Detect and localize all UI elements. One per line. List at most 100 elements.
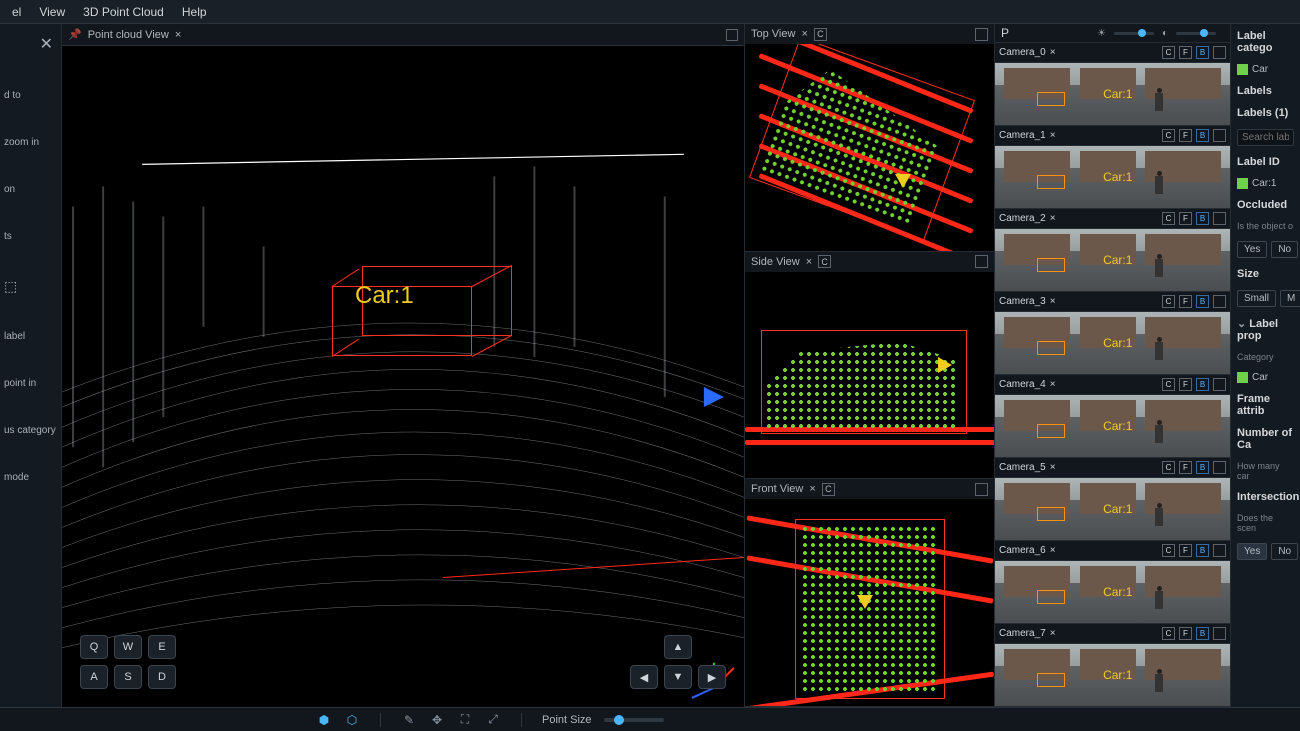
c-button[interactable]: C: [1162, 544, 1175, 557]
cube-outline-icon[interactable]: ⬡: [344, 712, 360, 728]
b-button[interactable]: B: [1196, 378, 1209, 391]
window-icon[interactable]: [1213, 544, 1226, 557]
window-icon[interactable]: [975, 483, 988, 496]
tab-close-icon[interactable]: ×: [801, 28, 807, 40]
tab-close-icon[interactable]: ×: [1050, 462, 1056, 473]
side-view-canvas[interactable]: [745, 272, 994, 479]
move-icon[interactable]: ✥: [429, 712, 445, 728]
b-button[interactable]: B: [1196, 295, 1209, 308]
top-view-canvas[interactable]: [745, 44, 994, 251]
sidebar-item[interactable]: label: [4, 331, 57, 342]
c-button[interactable]: C: [1162, 46, 1175, 59]
camera-image[interactable]: Car:1: [995, 146, 1230, 208]
tab-close-icon[interactable]: ×: [1050, 628, 1056, 639]
arrow-left[interactable]: ◀: [630, 665, 658, 689]
sidebar-item[interactable]: ts: [4, 231, 57, 242]
b-button[interactable]: B: [1196, 627, 1209, 640]
menu-item[interactable]: View: [39, 5, 65, 19]
sidebar-item[interactable]: on: [4, 184, 57, 195]
c-button[interactable]: C: [1162, 627, 1175, 640]
f-button[interactable]: F: [1179, 212, 1192, 225]
window-icon[interactable]: [1213, 46, 1226, 59]
c-button[interactable]: C: [818, 255, 831, 268]
sidebar-item[interactable]: zoom in: [4, 137, 57, 148]
key-a[interactable]: A: [80, 665, 108, 689]
tab-close-icon[interactable]: ×: [809, 483, 815, 495]
f-button[interactable]: F: [1179, 544, 1192, 557]
f-button[interactable]: F: [1179, 461, 1192, 474]
pin-icon[interactable]: 📌: [68, 28, 82, 41]
p-button[interactable]: P: [1001, 26, 1009, 40]
pointcloud-viewport[interactable]: Car:1 Q W E A S D ▲ ◀ ▼ ▶: [62, 46, 744, 707]
c-button[interactable]: C: [1162, 378, 1175, 391]
b-button[interactable]: B: [1196, 461, 1209, 474]
f-button[interactable]: F: [1179, 378, 1192, 391]
bbox-front[interactable]: [795, 519, 945, 699]
arrow-up[interactable]: ▲: [664, 635, 692, 659]
bounding-box-3d[interactable]: [332, 266, 512, 356]
camera-image[interactable]: Car:1: [995, 644, 1230, 706]
c-button[interactable]: C: [1162, 129, 1175, 142]
point-size-slider[interactable]: [604, 718, 664, 722]
crop-icon[interactable]: ⛶: [457, 712, 473, 728]
camera-image[interactable]: Car:1: [995, 478, 1230, 540]
b-button[interactable]: B: [1196, 46, 1209, 59]
f-button[interactable]: F: [1179, 46, 1192, 59]
tab-close-icon[interactable]: ×: [1050, 545, 1056, 556]
window-icon[interactable]: [726, 29, 738, 41]
menu-item[interactable]: Help: [182, 5, 207, 19]
window-icon[interactable]: [1213, 378, 1226, 391]
c-button[interactable]: C: [1162, 212, 1175, 225]
b-button[interactable]: B: [1196, 544, 1209, 557]
tab-pointcloud[interactable]: Point cloud View: [88, 29, 169, 41]
key-q[interactable]: Q: [80, 635, 108, 659]
intersection-no[interactable]: No: [1271, 543, 1298, 560]
window-icon[interactable]: [1213, 212, 1226, 225]
tab-close-icon[interactable]: ×: [1050, 47, 1056, 58]
tab-close-icon[interactable]: ×: [175, 29, 181, 41]
c-button[interactable]: C: [814, 28, 827, 41]
search-labels-input[interactable]: [1237, 129, 1294, 146]
sidebar-item[interactable]: point in: [4, 378, 57, 389]
b-button[interactable]: B: [1196, 129, 1209, 142]
window-icon[interactable]: [1213, 461, 1226, 474]
c-button[interactable]: C: [1162, 461, 1175, 474]
arrow-right[interactable]: ▶: [698, 665, 726, 689]
camera-image[interactable]: Car:1: [995, 561, 1230, 623]
edit-icon[interactable]: ✎: [401, 712, 417, 728]
tab-close-icon[interactable]: ×: [1050, 379, 1056, 390]
c-button[interactable]: C: [822, 483, 835, 496]
f-button[interactable]: F: [1179, 129, 1192, 142]
front-view-canvas[interactable]: [745, 499, 994, 706]
c-button[interactable]: C: [1162, 295, 1175, 308]
label-car1[interactable]: Car:1: [1252, 178, 1276, 189]
key-d[interactable]: D: [148, 665, 176, 689]
sidebar-item[interactable]: d to: [4, 90, 57, 101]
window-icon[interactable]: [975, 28, 988, 41]
tab-close-icon[interactable]: ×: [806, 256, 812, 268]
occluded-yes[interactable]: Yes: [1237, 241, 1267, 258]
camera-image[interactable]: Car:1: [995, 229, 1230, 291]
window-icon[interactable]: [1213, 295, 1226, 308]
window-icon[interactable]: [1213, 627, 1226, 640]
b-button[interactable]: B: [1196, 212, 1209, 225]
window-icon[interactable]: [975, 255, 988, 268]
camera-image[interactable]: Car:1: [995, 395, 1230, 457]
size-med[interactable]: M: [1280, 290, 1300, 307]
camera-image[interactable]: Car:1: [995, 63, 1230, 125]
sidebar-item[interactable]: mode: [4, 472, 57, 483]
tab-close-icon[interactable]: ×: [1050, 130, 1056, 141]
sidebar-item[interactable]: us category: [4, 425, 57, 436]
key-s[interactable]: S: [114, 665, 142, 689]
size-small[interactable]: Small: [1237, 290, 1276, 307]
occluded-no[interactable]: No: [1271, 241, 1298, 258]
tab-close-icon[interactable]: ×: [1050, 296, 1056, 307]
arrow-down[interactable]: ▼: [664, 665, 692, 689]
bbox-top[interactable]: [749, 44, 975, 241]
cube-fill-icon[interactable]: ⬢: [316, 712, 332, 728]
bbox-side[interactable]: [761, 330, 967, 434]
contrast-slider[interactable]: [1176, 32, 1216, 35]
f-button[interactable]: F: [1179, 295, 1192, 308]
expand-icon[interactable]: ⤢: [485, 712, 501, 728]
close-icon[interactable]: ✕: [4, 34, 57, 54]
